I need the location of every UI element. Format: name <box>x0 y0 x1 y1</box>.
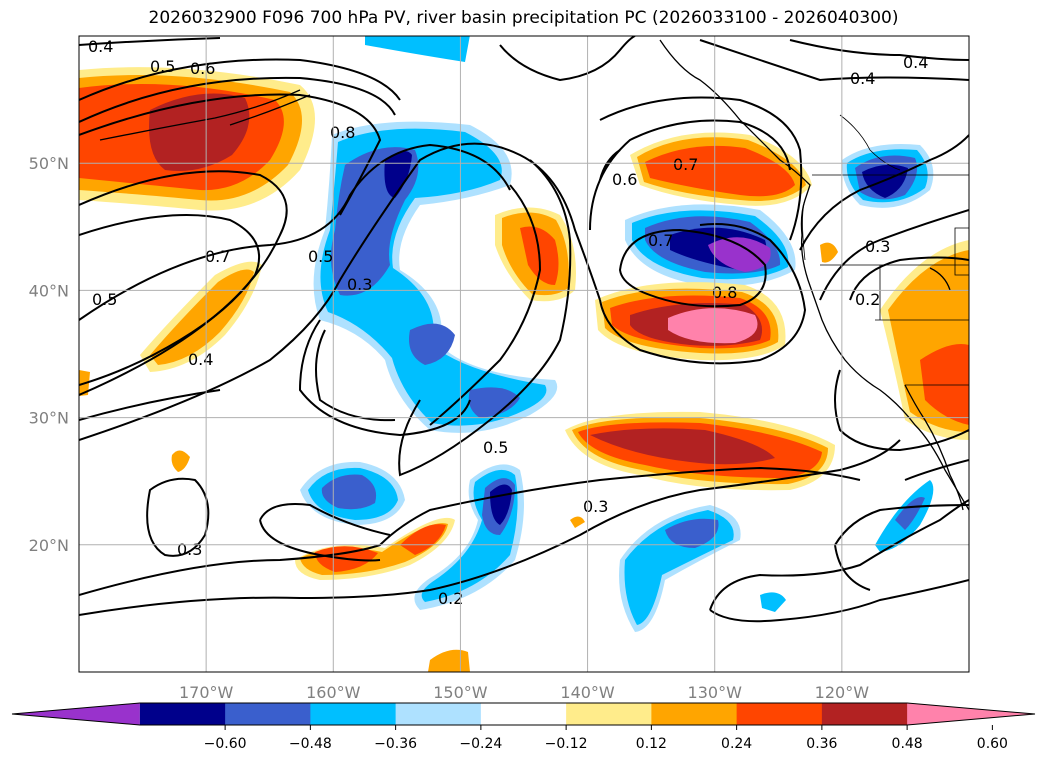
longitude-tick-label: 130°W <box>688 683 743 702</box>
colorbar-tick-label: −0.60 <box>204 736 247 752</box>
contour-label: 0.8 <box>712 283 737 302</box>
latitude-tick-label: 30°N <box>29 409 69 428</box>
coastlines <box>99 39 969 511</box>
contour-label: 0.6 <box>612 170 637 189</box>
colorbar-swatch <box>651 703 738 725</box>
contour-label: 0.3 <box>865 237 890 256</box>
contour-label: 0.2 <box>855 290 880 309</box>
gridlines <box>79 36 969 672</box>
colorbar-swatch <box>736 703 823 725</box>
colorbar: −0.60 −0.48 −0.36 −0.24 −0.12 0.12 0.24 0.36 0.4… <box>11 702 1036 752</box>
contour-label: 0.7 <box>648 231 673 250</box>
longitude-labels: 170°W 160°W 150°W 140°W 130°W 120°W <box>179 683 869 702</box>
colorbar-tick-label: 0.60 <box>977 736 1008 752</box>
longitude-tick-label: 160°W <box>306 683 361 702</box>
map-panel: 0.4 0.5 0.6 0.8 0.4 0.4 0.7 0.6 0.7 0.5 … <box>79 36 969 672</box>
contour-label: 0.4 <box>903 53 928 72</box>
colorbar-swatch <box>395 703 482 725</box>
colorbar-swatch <box>310 703 397 725</box>
contour-label: 0.4 <box>850 69 875 88</box>
colorbar-swatch <box>225 703 311 725</box>
latitude-tick-label: 40°N <box>29 281 69 300</box>
contour-label: 0.3 <box>177 540 202 559</box>
colorbar-swatch <box>907 703 1035 725</box>
contour-label: 0.3 <box>347 275 372 294</box>
colorbar-swatch <box>821 703 908 725</box>
latitude-tick-label: 50°N <box>29 154 69 173</box>
contour-labels: 0.4 0.5 0.6 0.8 0.4 0.4 0.7 0.6 0.7 0.5 … <box>88 37 928 608</box>
colorbar-tick-label: −0.24 <box>459 736 502 752</box>
contour-label: 0.5 <box>150 57 175 76</box>
contour-label: 0.4 <box>188 350 213 369</box>
colorbar-tick-label: 0.12 <box>636 736 667 752</box>
colorbar-tick-label: 0.48 <box>892 736 923 752</box>
contour-label: 0.8 <box>330 123 355 142</box>
contour-label: 0.7 <box>205 247 230 266</box>
longitude-tick-label: 120°W <box>815 683 870 702</box>
pv-contours <box>79 36 969 623</box>
contour-label: 0.2 <box>438 589 463 608</box>
colorbar-swatch <box>566 703 652 725</box>
colorbar-tick-label: −0.36 <box>374 736 417 752</box>
figure-title: 2026032900 F096 700 hPa PV, river basin … <box>148 8 899 28</box>
colorbar-outline <box>11 702 1036 726</box>
contour-label: 0.5 <box>92 290 117 309</box>
colorbar-tick-label: −0.48 <box>289 736 332 752</box>
state-borders <box>802 114 969 386</box>
latitude-tick-label: 20°N <box>29 536 69 555</box>
colorbar-swatch <box>139 703 226 725</box>
contour-label: 0.6 <box>190 59 215 78</box>
colorbar-swatch <box>480 703 567 725</box>
colorbar-tick-label: 0.36 <box>806 736 837 752</box>
colorbar-swatch <box>12 703 140 725</box>
colorbar-tick-label: −0.12 <box>545 736 588 752</box>
longitude-tick-label: 150°W <box>433 683 488 702</box>
contour-label: 0.5 <box>483 438 508 457</box>
contour-label: 0.4 <box>88 37 113 56</box>
contour-label: 0.7 <box>673 155 698 174</box>
longitude-tick-label: 140°W <box>560 683 615 702</box>
contour-label: 0.3 <box>583 497 608 516</box>
colorbar-tick-label: 0.24 <box>721 736 752 752</box>
longitude-tick-label: 170°W <box>179 683 234 702</box>
latitude-labels: 20°N 30°N 40°N 50°N <box>29 154 69 555</box>
contour-label: 0.5 <box>308 247 333 266</box>
map-frame <box>78 35 970 673</box>
